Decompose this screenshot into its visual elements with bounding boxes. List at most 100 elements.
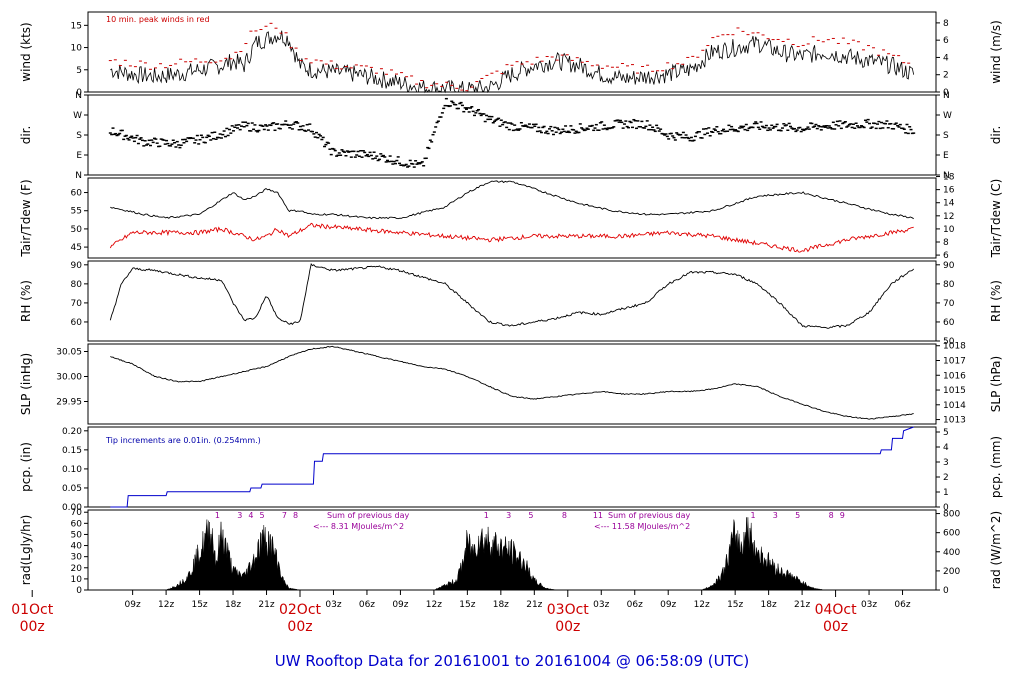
ylabel-left-wind: wind (kts) [19,22,33,81]
xtick-label: 21z [794,600,810,610]
ytick-label-right-temp: 14 [943,199,955,209]
xtick-label: 18z [225,600,241,610]
ytick-label-left-temp: 50 [71,225,83,235]
ytick-label-right-rh: 50 [943,337,955,347]
ytick-label-left-pcp: 0.00 [62,503,82,513]
ytick-label-left-dir: W [73,111,82,121]
ytick-label-right-slp: 1013 [943,416,966,426]
radiation-hour-mark: 3 [237,511,242,520]
radiation-sum-value: <--- 8.31 MJoules/m^2 [313,522,404,531]
figure-title: UW Rooftop Data for 20161001 to 20161004… [275,652,749,670]
ytick-label-left-rad: 60 [71,519,83,529]
ytick-label-right-temp: 16 [943,186,955,196]
panel-frame-rh [87,260,937,342]
day-label-date: 02Oct [279,602,322,618]
xtick-label: 21z [526,600,542,610]
solar-radiation-area [701,517,825,591]
xtick-label: 09z [660,600,676,610]
ytick-label-left-rad: 20 [71,564,83,574]
sea-level-pressure-line [110,345,914,420]
ytick-label-right-rh: 90 [943,261,955,271]
radiation-hour-mark: 7 [282,511,287,520]
ytick-label-left-temp: 60 [71,189,83,199]
ytick-label-right-rad: 0 [943,586,949,596]
ytick-label-right-pcp: 3 [943,458,949,468]
dewpoint-line [109,222,914,253]
radiation-hour-mark: 1 [215,511,220,520]
ytick-label-left-dir: N [75,91,82,101]
ylabel-right-slp: SLP (hPa) [989,356,1003,412]
ytick-label-right-pcp: 5 [943,428,949,438]
ytick-label-right-dir: N [943,91,950,101]
ytick-label-left-dir: E [76,151,82,161]
ytick-label-right-rh: 70 [943,299,955,309]
panel-frame-pcp [87,426,937,508]
ytick-label-left-pcp: 0.20 [62,427,82,437]
ytick-label-left-slp: 30.00 [56,373,82,383]
radiation-sum-title: Sum of previous day [608,511,690,520]
day-label-date: 04Oct [815,602,858,618]
xtick-label: 03z [861,600,877,610]
xtick-label: 21z [258,600,274,610]
panel-frame-temp [87,177,937,259]
ytick-label-right-slp: 1015 [943,386,966,396]
ylabel-left-pcp: pcp. (in) [19,442,33,492]
ytick-label-left-dir: S [76,131,82,141]
radiation-hour-mark: 9 [840,511,845,520]
xtick-label: 15z [727,600,743,610]
ytick-label-right-wind: 2 [943,71,949,81]
radiation-hour-mark: 1 [484,511,489,520]
ylabel-left-dir: dir. [19,126,33,145]
ylabel-left-rad: rad(Lgly/hr) [19,515,33,586]
ytick-label-left-rad: 0 [76,586,82,596]
ytick-label-right-dir: S [943,131,949,141]
ytick-label-right-temp: 6 [943,251,949,261]
ytick-label-left-rad: 40 [71,542,83,552]
ylabel-right-temp: Tair/Tdew (C) [989,179,1003,259]
ytick-label-left-rad: 10 [71,575,83,585]
ytick-label-right-pcp: 0 [943,503,949,513]
day-label-hour: 00z [20,619,45,635]
ytick-label-left-rh: 80 [71,280,83,290]
radiation-hour-mark: 5 [528,511,533,520]
ylabel-right-pcp: pcp. (mm) [989,436,1003,498]
xtick-label: 15z [191,600,207,610]
ytick-label-right-wind: 4 [943,53,949,63]
xtick-label: 03z [325,600,341,610]
day-label-hour: 00z [555,619,580,635]
ytick-label-left-temp: 55 [71,207,82,217]
radiation-hour-mark: 3 [773,511,778,520]
precipitation-step-line [110,426,914,508]
ytick-label-right-temp: 12 [943,212,954,222]
ylabel-right-rh: RH (%) [989,280,1003,322]
ylabel-right-dir: dir. [989,126,1003,145]
ytick-label-right-rh: 80 [943,280,955,290]
ytick-label-left-rad: 50 [71,530,83,540]
panel-frame-dir [87,94,937,176]
ytick-label-right-temp: 8 [943,238,949,248]
ylabel-left-slp: SLP (inHg) [19,353,33,415]
ytick-label-right-temp: 10 [943,225,955,235]
ytick-label-left-slp: 30.05 [56,348,82,358]
day-label-date: 03Oct [547,602,590,618]
ytick-label-left-pcp: 0.10 [62,465,82,475]
day-label-hour: 00z [287,619,312,635]
ytick-label-right-slp: 1014 [943,401,966,411]
ylabel-left-temp: Tair/Tdew (F) [19,179,33,257]
xtick-label: 09z [392,600,408,610]
xtick-label: 18z [761,600,777,610]
ytick-label-right-dir: W [943,111,952,121]
radiation-hour-mark: 8 [293,511,298,520]
radiation-hour-mark: 11 [593,511,603,520]
panel-frame-wind [87,11,937,93]
ytick-label-right-dir: E [943,151,949,161]
radiation-hour-mark: 3 [506,511,511,520]
radiation-sum-value: <--- 11.58 MJoules/m^2 [594,522,690,531]
ytick-label-left-rh: 90 [71,261,83,271]
ylabel-left-rh: RH (%) [19,280,33,322]
radiation-hour-mark: 8 [562,511,567,520]
ytick-label-left-pcp: 0.05 [62,484,82,494]
ytick-label-right-rad: 400 [943,548,960,558]
ytick-label-left-rad: 70 [71,508,83,518]
